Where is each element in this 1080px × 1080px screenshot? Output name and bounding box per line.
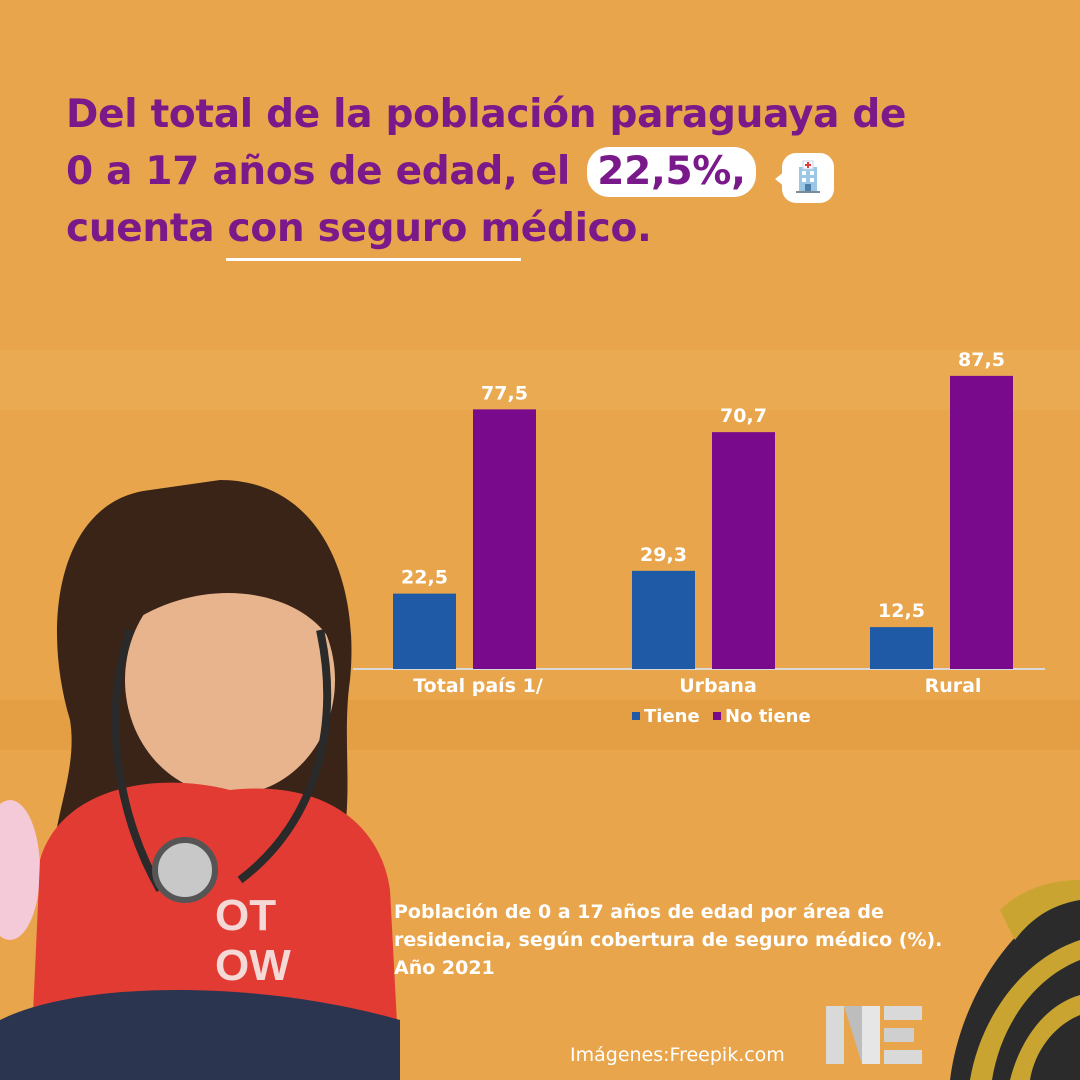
headline-underlined-text: con seguro m xyxy=(225,200,521,261)
headline-line-2-text: 0 a 17 años de edad, el xyxy=(66,149,570,194)
bar-no-tiene-2 xyxy=(950,375,1013,669)
category-label: Total país 1/ xyxy=(413,675,543,697)
legend-label: No tiene xyxy=(725,706,811,727)
image-credit: Imágenes:Freepik.com xyxy=(570,1044,785,1066)
legend-swatch xyxy=(632,712,640,720)
data-label: 70,7 xyxy=(720,405,767,427)
svg-text:OW: OW xyxy=(215,941,291,990)
data-label: 77,5 xyxy=(481,382,528,404)
legend-label: Tiene xyxy=(644,706,700,727)
chart-caption: Población de 0 a 17 años de edad por áre… xyxy=(394,901,943,979)
headline-line-1: Del total de la población paraguaya de xyxy=(66,92,907,137)
striped-fabric-decoration xyxy=(950,880,1080,1080)
headline-line-3-prefix: cuenta xyxy=(66,206,228,251)
bar-tiene-1 xyxy=(632,570,695,669)
bar-tiene-2 xyxy=(870,627,933,669)
headline: Del total de la población paraguaya de 0… xyxy=(66,86,1026,261)
highlight-percentage: 22,5%, xyxy=(587,147,756,197)
category-label: Urbana xyxy=(679,675,757,697)
bar-no-tiene-1 xyxy=(712,432,775,669)
headline-line-2: 0 a 17 años de edad, el 22,5%, xyxy=(66,143,1026,200)
data-label: 29,3 xyxy=(640,544,687,566)
data-label: 22,5 xyxy=(401,567,448,589)
ne-logo xyxy=(826,1006,922,1064)
bar-no-tiene-0 xyxy=(473,409,536,669)
bar-tiene-0 xyxy=(393,593,456,669)
headline-line-3: cuenta con seguro médico. xyxy=(66,200,1026,261)
data-label: 87,5 xyxy=(958,349,1005,371)
child-illustration: OT OW xyxy=(0,480,400,1080)
hospital-badge xyxy=(775,153,834,203)
headline-line-3-suffix: édico. xyxy=(520,206,652,251)
data-label: 12,5 xyxy=(878,600,925,622)
svg-text:OT: OT xyxy=(215,891,276,940)
legend-swatch xyxy=(713,712,721,720)
category-label: Rural xyxy=(925,675,982,697)
hospital-icon xyxy=(796,160,820,193)
